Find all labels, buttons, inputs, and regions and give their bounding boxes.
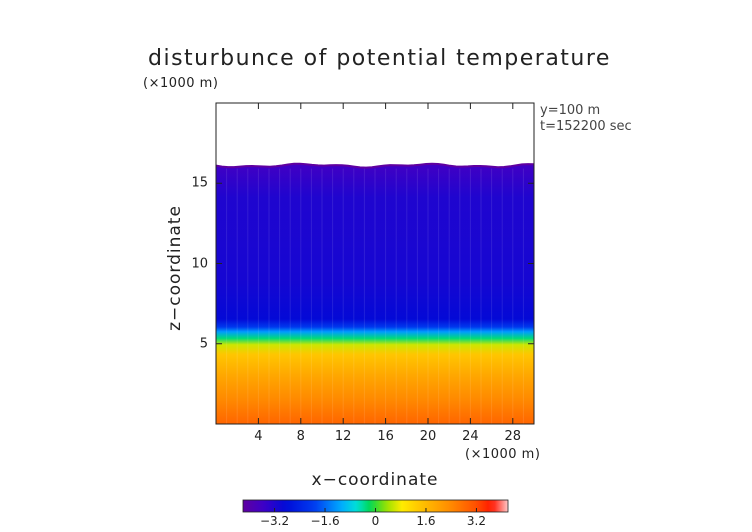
x-axis-ticks: [257, 103, 514, 424]
x-tick-label: 16: [377, 429, 394, 444]
annotation-time: t=152200 sec: [540, 119, 632, 134]
y-axis-ticks: [216, 182, 534, 345]
colorbar-tick-label: 1.6: [416, 514, 436, 528]
x-tick-label: 28: [504, 429, 522, 444]
colorbar-tick-label: 0: [371, 514, 380, 528]
y-axis-label: z−coordinate: [165, 205, 185, 331]
colorbar-tick-label: −3.2: [259, 514, 290, 528]
heatmap-field: [215, 162, 535, 424]
x-tick-label: 12: [334, 429, 352, 444]
x-units-label: (×1000 m): [465, 447, 541, 462]
colorbar-tick-label: 3.2: [466, 514, 486, 528]
y-tick-label: 15: [191, 175, 208, 191]
field-top-boundary: [215, 162, 535, 169]
x-tick-label: 8: [296, 429, 305, 444]
colorbar-tick-label: −1.6: [310, 514, 340, 528]
chart-title: disturbunce of potential temperature: [148, 46, 611, 71]
colorbar-ticks: [274, 508, 477, 512]
x-tick-label: 24: [462, 429, 479, 444]
x-tick-label: 20: [419, 429, 437, 444]
annotation-y-position: y=100 m: [540, 103, 601, 118]
title-units-label: (×1000 m): [143, 76, 219, 91]
field-fill: [216, 163, 534, 424]
x-tick-label: 4: [254, 429, 263, 444]
x-axis-label: x−coordinate: [311, 470, 439, 490]
y-tick-label: 10: [191, 256, 208, 271]
y-tick-label: 5: [199, 336, 208, 352]
